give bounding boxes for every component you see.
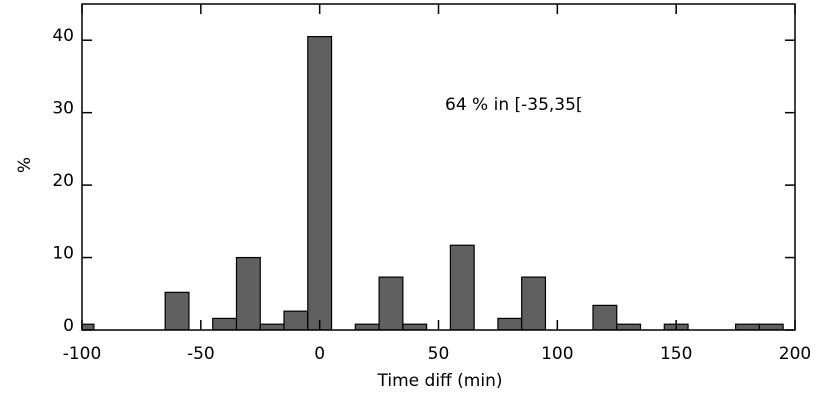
bars [82,35,784,330]
y-tick-label: 30 [52,99,74,119]
y-tick-label: 0 [63,316,74,336]
x-tick-label: 200 [779,344,811,364]
x-tick-label: -50 [187,344,215,364]
x-tick-label: 0 [314,344,325,364]
plot-frame [81,3,796,331]
x-axis-label: Time diff (min) [377,371,503,391]
x-tick-label: -100 [63,344,102,364]
bar [734,323,760,330]
y-axis-label: % [15,157,35,173]
y-tick-label: 10 [52,244,74,264]
bar [307,35,333,330]
bar [616,323,642,330]
bar [521,276,547,330]
y-tick-label: 40 [52,26,74,46]
x-tick-label: 150 [660,344,692,364]
annotation: 64 % in [-35,35[ [445,95,583,115]
bar [402,323,428,330]
bar [497,317,523,330]
bar [283,310,309,330]
bar [378,276,404,330]
bar [164,291,190,330]
y-tick-label: 20 [52,171,74,191]
x-tick-label: 100 [541,344,573,364]
bar [354,323,380,330]
x-tick-label: 50 [428,344,450,364]
bar [235,256,261,330]
bar [758,323,784,330]
bar [259,323,285,330]
bar [212,317,238,330]
bar [449,244,475,330]
bar [592,304,618,330]
